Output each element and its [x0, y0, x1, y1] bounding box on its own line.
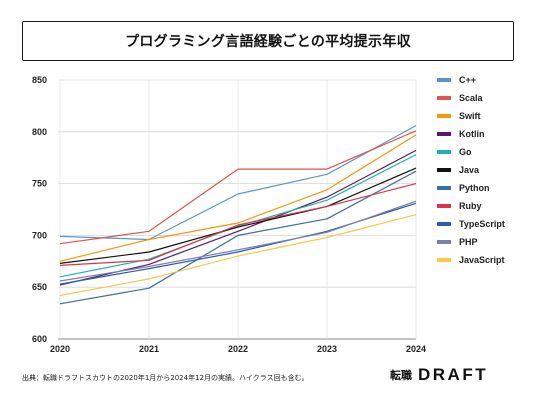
y-tick-label: 750 [32, 179, 47, 189]
series-line-php [59, 200, 417, 282]
series-line-scala [59, 130, 417, 245]
x-tick-label: 2023 [317, 344, 337, 354]
series-line-python [59, 170, 417, 305]
legend-swatch-c- [437, 78, 451, 82]
legend-swatch-ruby [437, 204, 451, 208]
y-tick-label: 650 [32, 282, 47, 292]
chart-title: プログラミング言語経験ごとの平均提示年収 [125, 34, 411, 50]
title-box: プログラミング言語経験ごとの平均提示年収 [22, 21, 514, 61]
legend-swatch-python [437, 186, 451, 190]
x-tick-label: 2020 [50, 344, 70, 354]
legend-label-typescript: TypeScript [459, 219, 505, 229]
y-tick-label: 600 [32, 334, 47, 344]
legend-swatch-javascript [437, 258, 451, 262]
legend-label-scala: Scala [459, 93, 484, 103]
legend-label-javascript: JavaScript [459, 255, 505, 265]
series-line-ruby [59, 183, 417, 266]
x-tick-label: 2021 [139, 344, 159, 354]
x-tick-label: 2022 [228, 344, 248, 354]
legend-swatch-kotlin [437, 132, 451, 136]
brand-logo-en: DRAFT [418, 365, 489, 384]
legend-label-python: Python [459, 183, 490, 193]
legend: C++ Scala Swift Kotlin Go Java Python Ruby TypeS… [437, 75, 505, 265]
series-lines [59, 125, 417, 305]
grid-lines [58, 79, 417, 340]
legend-swatch-scala [437, 96, 451, 100]
series-line-c- [59, 125, 417, 241]
source-note: 出典：転職ドラフトスカウトの2020年1月から2024年12月の実績。ハイクラス… [22, 374, 309, 382]
legend-label-kotlin: Kotlin [459, 129, 485, 139]
legend-swatch-go [437, 150, 451, 154]
legend-swatch-typescript [437, 222, 451, 226]
brand-logo-jp: 転職 [390, 369, 412, 382]
series-line-go [59, 154, 417, 278]
y-tick-label: 800 [32, 127, 47, 137]
y-tick-label: 850 [32, 75, 47, 85]
legend-label-go: Go [459, 147, 472, 157]
series-line-javascript [59, 214, 417, 297]
series-line-swift [59, 134, 417, 262]
legend-label-php: PHP [459, 237, 478, 247]
legend-label-java: Java [459, 165, 480, 175]
legend-label-swift: Swift [459, 111, 481, 121]
y-tick-label: 700 [32, 230, 47, 240]
series-line-java [59, 167, 417, 264]
legend-label-ruby: Ruby [459, 201, 482, 211]
legend-swatch-swift [437, 114, 451, 118]
axis-ticks: 600 650 700 750 800 850 2020 2021 2022 2023 2024 [32, 75, 426, 354]
brand-logo: 転職 DRAFT [390, 365, 488, 385]
legend-swatch-java [437, 168, 451, 172]
legend-label-c-: C++ [459, 75, 476, 85]
legend-swatch-php [437, 240, 451, 244]
x-tick-label: 2024 [406, 344, 426, 354]
